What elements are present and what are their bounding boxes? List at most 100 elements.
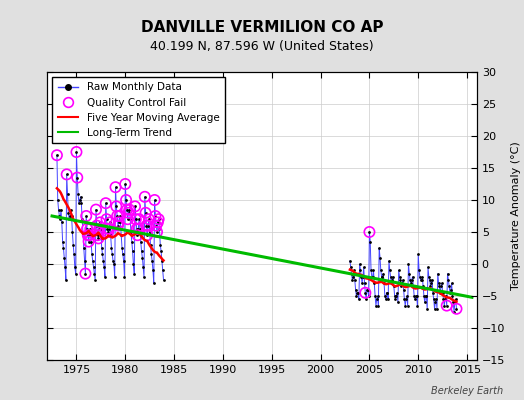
Point bbox=[439, 290, 447, 296]
Point bbox=[121, 181, 129, 187]
Point bbox=[361, 280, 369, 286]
Point bbox=[137, 248, 146, 254]
Point bbox=[124, 210, 133, 216]
Point bbox=[86, 226, 94, 232]
Point bbox=[408, 274, 417, 280]
Point bbox=[365, 229, 374, 235]
Point bbox=[424, 274, 433, 280]
Point bbox=[73, 174, 81, 181]
Point bbox=[355, 296, 363, 302]
Point bbox=[450, 309, 458, 315]
Point bbox=[431, 299, 440, 306]
Point bbox=[385, 258, 393, 264]
Point bbox=[151, 213, 160, 219]
Point bbox=[114, 222, 122, 229]
Point bbox=[159, 277, 168, 283]
Point bbox=[67, 206, 75, 213]
Point bbox=[420, 293, 428, 299]
Point bbox=[145, 216, 153, 222]
Point bbox=[351, 277, 359, 283]
Point bbox=[402, 293, 411, 299]
Point bbox=[111, 274, 119, 280]
Point bbox=[368, 274, 377, 280]
Point bbox=[133, 226, 141, 232]
Point bbox=[421, 293, 430, 299]
Point bbox=[62, 171, 71, 178]
Point bbox=[127, 229, 135, 235]
Point bbox=[374, 302, 383, 309]
Point bbox=[354, 290, 362, 296]
Point bbox=[353, 290, 362, 296]
Point bbox=[152, 222, 160, 229]
Point bbox=[142, 222, 150, 229]
Point bbox=[368, 274, 376, 280]
Point bbox=[96, 219, 104, 226]
Point bbox=[374, 293, 382, 299]
Point bbox=[412, 293, 420, 299]
Point bbox=[357, 274, 365, 280]
Point bbox=[433, 270, 442, 277]
Point bbox=[124, 216, 132, 222]
Point bbox=[99, 251, 107, 258]
Point bbox=[432, 296, 440, 302]
Point bbox=[452, 296, 460, 302]
Point bbox=[394, 299, 402, 306]
Point bbox=[144, 222, 152, 229]
Point bbox=[129, 261, 138, 267]
Point bbox=[369, 267, 378, 274]
Point bbox=[65, 216, 73, 222]
Point bbox=[132, 216, 140, 222]
Point bbox=[155, 216, 163, 222]
Point bbox=[146, 242, 155, 248]
Point bbox=[402, 296, 410, 302]
Point bbox=[452, 306, 461, 312]
Point bbox=[140, 274, 148, 280]
Point bbox=[380, 280, 388, 286]
Point bbox=[140, 194, 149, 200]
Point bbox=[134, 226, 143, 232]
Point bbox=[415, 267, 423, 274]
Point bbox=[388, 277, 396, 283]
Point bbox=[411, 296, 419, 302]
Point bbox=[449, 299, 457, 306]
Point bbox=[80, 258, 89, 264]
Point bbox=[95, 226, 103, 232]
Point bbox=[409, 283, 418, 290]
Point bbox=[416, 274, 424, 280]
Point bbox=[141, 210, 150, 216]
Point bbox=[426, 283, 434, 290]
Point bbox=[384, 296, 392, 302]
Point bbox=[107, 245, 116, 251]
Point bbox=[115, 219, 123, 226]
Point bbox=[123, 206, 131, 213]
Point bbox=[133, 232, 141, 238]
Point bbox=[128, 248, 137, 254]
Point bbox=[72, 149, 81, 155]
Point bbox=[126, 216, 134, 222]
Point bbox=[59, 245, 68, 251]
Point bbox=[156, 242, 165, 248]
Point bbox=[149, 280, 158, 286]
Point bbox=[355, 261, 364, 267]
Point bbox=[150, 197, 159, 203]
Point bbox=[79, 229, 87, 235]
Point bbox=[430, 306, 439, 312]
Point bbox=[87, 238, 95, 245]
Point bbox=[113, 213, 122, 219]
Point bbox=[146, 229, 154, 235]
Point bbox=[115, 213, 124, 219]
Point bbox=[63, 190, 72, 197]
Point bbox=[443, 302, 451, 309]
Point bbox=[386, 267, 394, 274]
Point bbox=[68, 213, 76, 219]
Point bbox=[427, 280, 435, 286]
Point bbox=[145, 216, 153, 222]
Point bbox=[154, 219, 162, 226]
Point bbox=[102, 200, 110, 206]
Point bbox=[407, 280, 415, 286]
Point bbox=[383, 290, 391, 296]
Text: Berkeley Earth: Berkeley Earth bbox=[431, 386, 503, 396]
Point bbox=[105, 226, 113, 232]
Point bbox=[102, 216, 111, 222]
Point bbox=[58, 219, 66, 226]
